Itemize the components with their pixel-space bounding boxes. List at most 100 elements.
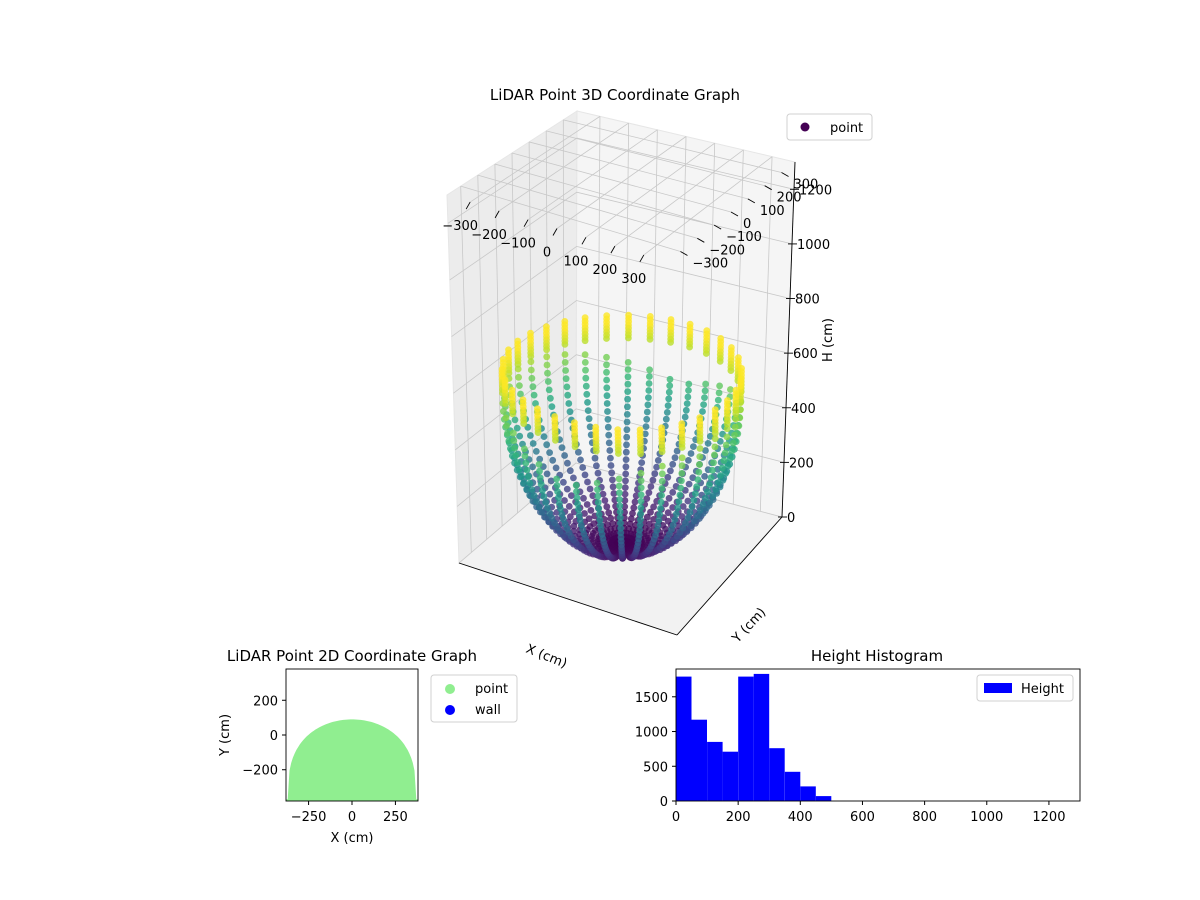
chart-3d-point <box>718 464 726 472</box>
chart-3d-point <box>681 413 689 421</box>
chart-3d-point <box>509 429 517 437</box>
chart-3d-point <box>505 346 512 354</box>
chart-3d-point <box>508 386 516 394</box>
chart-3d-point <box>593 479 601 487</box>
chart-3d-point <box>561 351 569 358</box>
chart-2d-legend-label-wall: wall <box>475 703 501 718</box>
chart-3d-xtick <box>494 210 500 219</box>
chart-3d-point <box>603 400 611 407</box>
chart-3d-point <box>553 482 561 489</box>
chart-3d-point <box>621 484 629 491</box>
chart-3d-point <box>650 503 657 511</box>
chart-3d-point <box>631 498 639 506</box>
chart-3d-point <box>523 466 531 474</box>
chart-3d-point <box>561 452 568 459</box>
chart-3d-point <box>653 463 660 471</box>
chart-3d-point <box>603 312 611 319</box>
chart-3d-point <box>649 476 657 484</box>
chart-3d-point <box>625 311 632 319</box>
chart-3d-point <box>511 444 519 452</box>
chart-3d-point <box>517 390 524 398</box>
chart-3d-point <box>594 499 602 506</box>
chart-3d-point <box>617 529 625 537</box>
chart-3d-point <box>575 448 582 456</box>
chart-3d-point <box>637 469 645 477</box>
chart-3d-point <box>646 313 654 320</box>
chart-3d-point <box>607 514 615 522</box>
chart-3d-point <box>654 522 662 529</box>
chart-3d-ztick-label: 600 <box>793 347 818 362</box>
chart-3d-point <box>533 485 541 493</box>
chart-3d-point <box>603 376 610 384</box>
chart-3d-ytick-label: 0 <box>743 217 751 232</box>
chart-3d-point <box>694 476 702 483</box>
chart-histogram-legend-box <box>976 674 1074 702</box>
chart-3d-point <box>678 513 686 520</box>
chart-3d-point <box>532 448 540 455</box>
chart-3d-point <box>536 467 543 475</box>
chart-2d-ytick-label: −200 <box>242 764 278 779</box>
chart-3d-gridline-y <box>529 141 748 200</box>
chart-3d-point <box>711 435 719 443</box>
chart-3d-point <box>527 358 535 366</box>
chart-3d-xtick-label: 300 <box>621 272 646 287</box>
chart-3d-point <box>564 459 571 467</box>
chart-histogram-ytick-label: 1000 <box>635 726 668 741</box>
chart-3d-point <box>501 376 509 384</box>
histogram-bar <box>815 796 832 801</box>
chart-3d-point <box>608 469 616 477</box>
chart-3d-point <box>684 497 692 505</box>
chart-3d-point <box>580 494 587 502</box>
chart-3d-point <box>540 433 548 440</box>
chart-3d-point <box>570 474 577 482</box>
chart-3d-point <box>666 382 674 390</box>
chart-3d-point <box>658 485 666 492</box>
chart-3d-point <box>604 416 612 423</box>
chart-2d: LiDAR Point 2D Coordinate Graph −250 0 250… <box>218 647 518 846</box>
chart-3d-point <box>671 454 679 462</box>
chart-3d-point <box>643 495 651 502</box>
chart-3d-point <box>624 359 632 366</box>
chart-3d-xlabel: X (cm) <box>524 642 569 672</box>
chart-3d-point <box>686 509 694 516</box>
chart-3d-point <box>701 473 708 480</box>
chart-3d-point <box>636 526 644 534</box>
chart-3d-point <box>722 441 730 449</box>
chart-3d-gridline-y-left <box>494 164 503 527</box>
chart-3d-ytick-label: 100 <box>760 204 785 219</box>
chart-3d-point <box>669 521 677 529</box>
histogram-bar <box>753 673 770 801</box>
chart-3d-point <box>574 500 581 508</box>
chart-histogram-xtick-label: 0 <box>672 810 680 825</box>
chart-3d-gridline-x-back <box>597 116 601 469</box>
chart-3d-point <box>579 464 587 471</box>
histogram-bar <box>676 676 692 801</box>
chart-3d-point <box>582 374 590 382</box>
chart-3d-gridline-z <box>453 300 789 394</box>
chart-3d-point <box>637 510 645 518</box>
chart-3d-gridline-y <box>511 152 732 213</box>
chart-3d-point <box>595 505 603 512</box>
chart-3d-point <box>529 440 537 447</box>
chart-3d-point <box>614 426 622 433</box>
chart-3d-gridline-x <box>614 149 744 247</box>
chart-3d-point <box>603 361 610 369</box>
chart-3d-xtick <box>523 219 529 227</box>
chart-3d-point <box>571 419 578 427</box>
chart-3d-point <box>643 513 651 521</box>
chart-histogram-xtick-label: 1200 <box>1032 810 1065 825</box>
chart-3d-point <box>622 448 630 456</box>
chart-3d-point <box>701 394 708 401</box>
chart-3d-point <box>673 447 681 455</box>
chart-3d-point <box>519 396 527 404</box>
chart-3d-point <box>622 456 630 463</box>
chart-3d-point <box>520 479 528 487</box>
chart-3d-point <box>704 440 712 447</box>
chart-3d-point <box>665 388 673 396</box>
chart-3d-point <box>526 479 534 487</box>
chart-3d-point <box>570 522 578 530</box>
chart-3d-point <box>682 519 689 527</box>
chart-3d-point <box>514 337 522 345</box>
chart-3d-point <box>693 483 701 491</box>
chart-3d-point <box>656 511 664 518</box>
